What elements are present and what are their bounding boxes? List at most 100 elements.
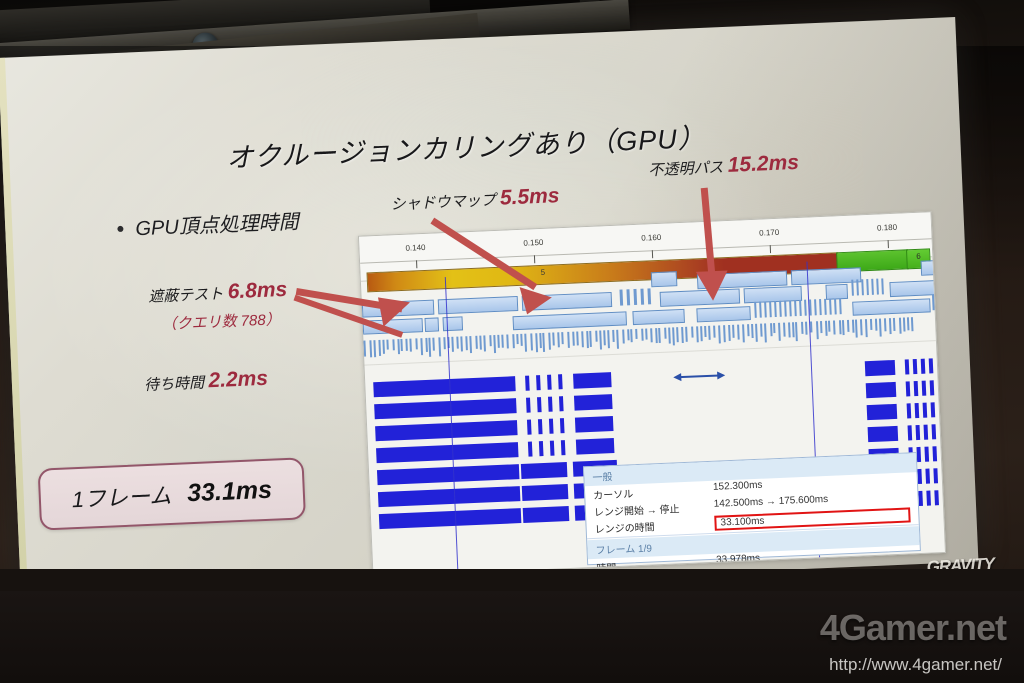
core-utilization-tick (526, 419, 532, 435)
core-utilization-bar (520, 462, 568, 480)
gpu-tick-bar (626, 329, 630, 341)
track-separator (364, 340, 936, 366)
core-utilization-bar (865, 381, 897, 399)
gpu-tick-bar (391, 339, 395, 351)
gpu-tick-bar (788, 322, 791, 338)
gpu-event-bar (437, 296, 519, 315)
core-utilization-bar (376, 442, 519, 464)
gpu-tick-bar (547, 332, 551, 350)
gpu-tick-bar (695, 326, 699, 343)
gpu-tick-bar (460, 336, 464, 352)
gpu-tick-bar (616, 329, 620, 349)
gpu-tick-bar (672, 327, 676, 346)
gpu-tick-bar (386, 339, 390, 351)
gpu-tick-bar (369, 340, 373, 358)
gpu-tick-bar (713, 325, 716, 338)
gpu-tick-bar (612, 329, 616, 343)
core-utilization-bar (575, 438, 615, 455)
ruler-tick-label: 0.180 (876, 222, 898, 233)
footer-dark-strip (0, 569, 1024, 591)
gpu-event-bar (521, 291, 613, 311)
gpu-tick-bar (409, 338, 413, 353)
core-utilization-tick (933, 468, 939, 484)
gpu-tick-bar (497, 334, 501, 348)
core-utilization-tick (547, 396, 553, 412)
gpu-tick-bar (415, 338, 418, 350)
gpu-tick-bar (814, 299, 817, 316)
gpu-tick-bar (759, 301, 762, 318)
gpu-tick-bar (405, 338, 408, 351)
core-utilization-tick (548, 418, 554, 434)
ruler-tick-label: 0.150 (523, 237, 544, 248)
gpu-event-bar (512, 311, 628, 331)
gpu-tick-bar (764, 323, 767, 343)
gpu-tick-bar (860, 319, 863, 336)
gpu-tick-bar (878, 318, 882, 337)
gpu-tick-bar (456, 336, 459, 349)
gpu-tick-bar (420, 338, 423, 355)
gpu-tick-bar (865, 319, 868, 338)
annotation-opaque-pass-value: 15.2ms (727, 150, 800, 177)
gpu-tick-bar (530, 333, 534, 351)
ruler-tick (769, 245, 772, 254)
ruler-tick (887, 240, 889, 249)
gpu-tick-bar (580, 331, 584, 348)
core-utilization-tick (924, 446, 930, 462)
gpu-tick-bar (741, 324, 745, 343)
gpu-tick-bar (804, 299, 807, 316)
gpu-tick-bar (519, 333, 523, 347)
core-utilization-tick (538, 441, 544, 457)
gpu-tick-bar (784, 300, 787, 317)
gpu-tick-bar (777, 322, 781, 341)
gpu-tick-bar (931, 294, 936, 311)
gpu-tick-bar (572, 331, 575, 346)
gpu-tick-bar (575, 331, 579, 346)
annotation-shadow-map-label: シャドウマップ (390, 191, 496, 214)
gpu-tick-bar (779, 300, 782, 317)
watermark-url[interactable]: http://www.4gamer.net/ (829, 655, 1002, 674)
gpu-event-bar (362, 318, 424, 335)
core-utilization-bar (521, 484, 569, 501)
slide-surface: オクルージョンカリングあり（GPU） GPU頂点処理時間 シャドウマップ 5.5… (0, 17, 979, 603)
core-utilization-bar (374, 398, 517, 420)
gpu-tick-bar (875, 318, 878, 331)
gpu-tick-bar (516, 333, 520, 345)
gpu-tick-bar (483, 335, 486, 352)
gpu-event-bar (659, 288, 741, 307)
core-utilization-tick (527, 441, 533, 457)
gpu-tick-bar (645, 328, 648, 340)
core-utilization-tick (920, 358, 926, 374)
gpu-tick-bar (552, 332, 555, 346)
core-utilization-tick (912, 359, 918, 375)
core-utilization-tick (922, 402, 928, 418)
gpu-tick-bar (640, 328, 644, 341)
gpu-tick-bar (489, 335, 492, 347)
gpu-tick-bar (594, 330, 598, 342)
ruler-tick-label: 0.170 (758, 227, 780, 238)
gpu-tick-bar (723, 325, 726, 343)
gpu-tick-bar (602, 330, 606, 345)
gpu-tick-bar (469, 336, 473, 353)
core-utilization-tick (915, 424, 921, 441)
gpu-tick-bar (382, 339, 385, 355)
gpu-tick-bar (475, 335, 478, 350)
core-utilization-bar (377, 486, 521, 508)
gpu-tick-bar (619, 289, 624, 306)
core-utilization-bar (573, 394, 613, 411)
gpu-tick-bar (663, 327, 667, 339)
gpu-tick-bar (657, 327, 661, 344)
gpu-tick-bar (789, 300, 792, 317)
core-utilization-tick (560, 440, 566, 456)
core-utilization-tick (547, 374, 552, 390)
core-utilization-tick (526, 397, 531, 413)
gpu-tick-bar d (881, 278, 884, 295)
gpu-tick-bar (783, 322, 787, 337)
ruler-tick-label: 0.140 (405, 242, 426, 253)
gpu-tick-bar (708, 325, 711, 340)
gpu-tick-bar (746, 324, 750, 336)
gpu-tick-bar (703, 325, 707, 338)
frame-time-value: 33.1ms (186, 475, 273, 507)
gpu-tick-bar (561, 332, 565, 344)
core-utilization-tick (913, 380, 919, 397)
